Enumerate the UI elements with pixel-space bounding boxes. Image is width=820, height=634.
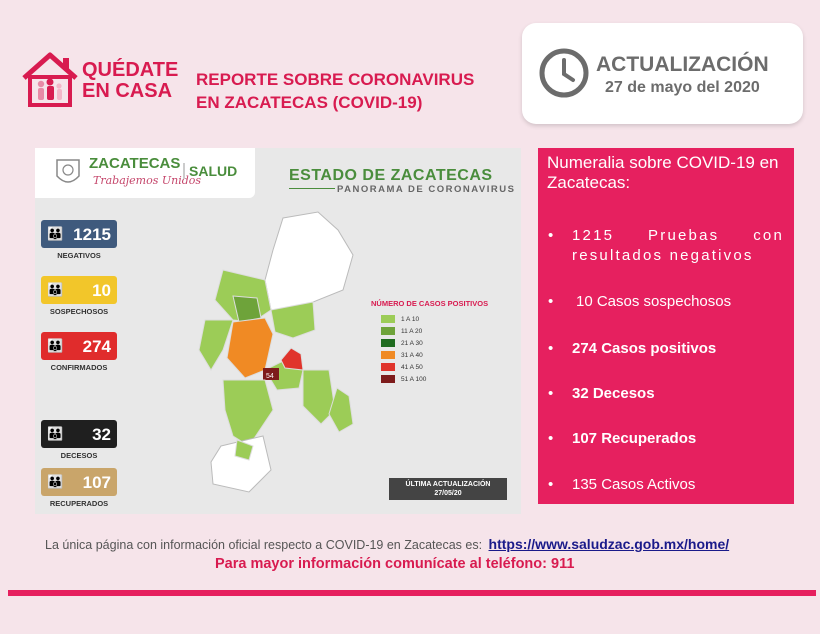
map-southwest	[222, 379, 274, 447]
legend-row: 51 A 100	[381, 373, 511, 385]
list-item-text: 32 Decesos	[572, 385, 655, 402]
list-item-text: 107 Recuperados	[572, 430, 697, 447]
stat-label: SOSPECHOSOS	[49, 307, 109, 316]
map-red-region	[280, 347, 304, 371]
map-darkred-region	[263, 368, 279, 380]
legend-swatch	[381, 315, 395, 323]
stat-label: DECESOS	[60, 451, 98, 460]
bullet-icon: •	[548, 293, 554, 310]
map-south-light	[234, 439, 254, 461]
list-item-text: 274 Casos positivos	[572, 340, 717, 357]
list-item-text: 1215 Pruebas con resultados negativos	[572, 227, 784, 264]
footer-bar	[8, 590, 816, 596]
stat-value: 274	[82, 337, 111, 356]
subtitle-rule	[289, 188, 335, 189]
salud-logo: SALUD	[183, 163, 237, 179]
map-east-tip	[328, 387, 354, 433]
official-site-link[interactable]: https://www.saludzac.gob.mx/home/	[488, 536, 730, 552]
people-icon: 👪	[47, 474, 63, 489]
bullet-icon: •	[548, 430, 554, 447]
legend-title: NÚMERO DE CASOS POSITIVOS	[371, 299, 489, 308]
update-label: ACTUALIZACIÓN	[596, 53, 769, 76]
map-east	[270, 301, 316, 339]
stat-sospechosos: 👪 10 SOSPECHOSOS	[41, 276, 117, 316]
stat-recuperados: 👪 107 RECUPERADOS	[41, 468, 117, 508]
map-southeast	[302, 369, 336, 425]
numeralia-title: Numeralia sobre COVID-19 en Zacatecas:	[547, 153, 779, 192]
stat-value: 1215	[73, 225, 111, 244]
legend-row: 31 A 40	[381, 349, 511, 361]
legend-label: 11 A 20	[401, 327, 423, 335]
org-name: ZACATECAS	[89, 155, 181, 172]
footer-phone: Para mayor información comunícate al tel…	[215, 556, 575, 572]
legend-label: 31 A 40	[401, 351, 423, 359]
stay-home-line1: QUÉDATE	[82, 59, 179, 81]
people-icon: 👪	[47, 338, 63, 353]
legend-swatch	[381, 363, 395, 371]
legend-swatch	[381, 351, 395, 359]
stat-box: 👪 10	[41, 276, 117, 304]
stat-box: 👪 274	[41, 332, 117, 360]
numeralia-panel: Numeralia sobre COVID-19 en Zacatecas: •…	[538, 148, 794, 504]
state-title: ESTADO DE ZACATECAS	[289, 167, 493, 184]
last-update-box: ÚLTIMA ACTUALIZACIÓN 27/05/20	[389, 478, 507, 500]
list-item-text: 10 Casos sospechosos	[576, 293, 732, 310]
legend-row: 11 A 20	[381, 325, 511, 337]
people-icon: 👪	[47, 282, 63, 297]
footer-note: La única página con información oficial …	[45, 536, 805, 552]
last-update-date: 27/05/20	[434, 490, 462, 497]
legend-label: 41 A 50	[401, 363, 423, 371]
report-title-line2: EN ZACATECAS (COVID-19)	[196, 93, 423, 112]
report-title: REPORTE SOBRE CORONAVIRUS EN ZACATECAS (…	[196, 68, 474, 114]
people-icon: 👪	[47, 226, 63, 241]
stat-box: 👪 32	[41, 420, 117, 448]
stat-decesos: 👪 32 DECESOS	[41, 420, 117, 460]
legend-row: 1 A 10	[381, 313, 511, 325]
legend-swatch	[381, 375, 395, 383]
house-family-icon	[22, 52, 78, 107]
stay-home-text: QUÉDATE EN CASA	[82, 60, 178, 102]
stat-box: 👪 1215	[41, 220, 117, 248]
stat-negativos: 👪 1215 NEGATIVOS	[41, 220, 117, 260]
stat-label: RECUPERADOS	[49, 499, 109, 508]
stat-label: CONFIRMADOS	[50, 363, 108, 372]
stat-value: 107	[82, 473, 111, 492]
map-legend: NÚMERO DE CASOS POSITIVOS 1 A 10 11 A 20…	[371, 299, 511, 385]
clock-icon	[539, 48, 589, 98]
update-date: 27 de mayo del 2020	[605, 79, 760, 96]
legend-label: 51 A 100	[401, 375, 427, 383]
legend-swatch	[381, 339, 395, 347]
map-west	[198, 319, 234, 371]
stat-label: NEGATIVOS	[57, 251, 101, 260]
stay-home-line2: EN CASA	[82, 80, 173, 102]
bullet-icon: •	[548, 227, 554, 244]
stat-confirmados: 👪 274 CONFIRMADOS	[41, 332, 117, 372]
infographic-panel: ZACATECAS Trabajemos Unidos SALUD ESTADO…	[35, 148, 521, 514]
map-south	[210, 435, 272, 493]
stat-value: 32	[92, 425, 111, 444]
footer-note-text: La única página con información oficial …	[45, 538, 483, 552]
bullet-icon: •	[548, 340, 554, 357]
bullet-icon: •	[548, 385, 554, 402]
legend-label: 1 A 10	[401, 315, 420, 323]
map-label: 54	[266, 373, 274, 380]
legend-label: 21 A 30	[401, 339, 423, 347]
org-slogan: Trabajemos Unidos	[93, 174, 202, 187]
list-item-text: 135 Casos Activos	[572, 476, 696, 493]
report-title-line1: REPORTE SOBRE CORONAVIRUS	[196, 70, 475, 89]
bullet-icon: •	[548, 476, 554, 493]
state-subtitle: PANORAMA DE CORONAVIRUS	[337, 184, 516, 195]
stat-value: 10	[92, 281, 111, 300]
legend-swatch	[381, 327, 395, 335]
zacatecas-map: 54	[198, 211, 354, 493]
state-seal-icon	[56, 159, 80, 183]
legend-row: 21 A 30	[381, 337, 511, 349]
last-update-label: ÚLTIMA ACTUALIZACIÓN	[405, 481, 491, 488]
logo-band: ZACATECAS Trabajemos Unidos SALUD	[35, 148, 255, 198]
legend-row: 41 A 50	[381, 361, 511, 373]
stat-box: 👪 107	[41, 468, 117, 496]
update-card: ACTUALIZACIÓN 27 de mayo del 2020	[522, 23, 803, 124]
people-icon: 👪	[47, 426, 63, 441]
